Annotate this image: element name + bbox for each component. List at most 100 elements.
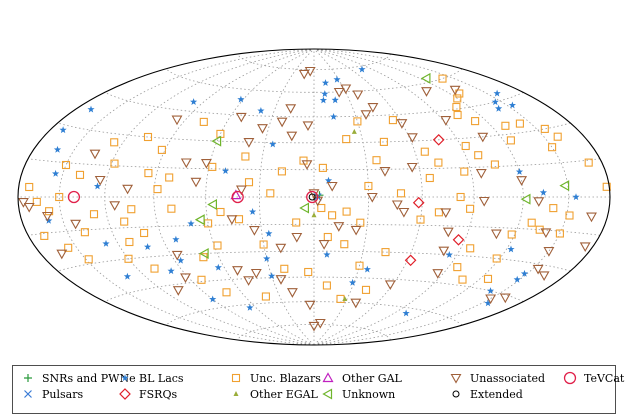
parallel-line bbox=[28, 223, 600, 236]
gal-marker bbox=[230, 189, 242, 200]
unas-marker bbox=[366, 192, 378, 203]
bcu-marker bbox=[165, 173, 174, 182]
unas-marker bbox=[41, 211, 53, 222]
bcu-marker bbox=[336, 294, 345, 303]
parallel-line bbox=[237, 324, 391, 341]
bcu-marker bbox=[506, 136, 515, 145]
bcu-marker bbox=[425, 173, 434, 183]
tev-marker bbox=[67, 190, 81, 204]
bcu-marker bbox=[61, 160, 71, 170]
unas-marker bbox=[352, 90, 364, 101]
legend-label-tev: TeVCat bbox=[584, 372, 625, 385]
unas-marker bbox=[180, 273, 191, 284]
unas-marker bbox=[243, 138, 255, 148]
bll-marker bbox=[495, 104, 503, 112]
unas-marker bbox=[384, 280, 396, 291]
unas-marker bbox=[200, 159, 212, 169]
egal-marker bbox=[351, 128, 357, 134]
fsrq-marker bbox=[452, 233, 465, 246]
bcu-marker bbox=[461, 141, 470, 151]
unas-marker bbox=[286, 131, 298, 142]
bll-marker bbox=[249, 208, 257, 215]
unas-marker bbox=[440, 208, 452, 219]
bcu-marker bbox=[501, 121, 510, 130]
bll-marker bbox=[93, 182, 102, 190]
bcu-marker bbox=[25, 182, 34, 192]
bcu-marker bbox=[45, 207, 54, 216]
bcu-marker bbox=[167, 204, 176, 213]
bcu-marker bbox=[110, 159, 119, 168]
unas-marker bbox=[89, 149, 101, 160]
bll-marker bbox=[484, 299, 492, 307]
bll-marker bbox=[246, 303, 254, 311]
bll-marker bbox=[363, 265, 371, 273]
unk-marker bbox=[194, 214, 205, 226]
bll-marker bbox=[177, 256, 185, 264]
unk-marker bbox=[559, 180, 570, 192]
bcu-marker bbox=[540, 124, 549, 133]
unas-marker bbox=[421, 87, 432, 97]
bll-marker bbox=[87, 105, 95, 113]
bcu-marker bbox=[213, 241, 222, 250]
unas-marker bbox=[275, 243, 287, 254]
unas-marker bbox=[301, 160, 313, 170]
bcu-marker bbox=[527, 218, 536, 227]
unas-marker bbox=[396, 119, 408, 129]
bcu-marker bbox=[234, 215, 244, 224]
bcu-marker bbox=[153, 185, 162, 194]
unas-marker bbox=[406, 162, 418, 173]
bll-marker bbox=[269, 140, 277, 148]
bll-marker bbox=[53, 145, 62, 153]
bll-marker bbox=[144, 243, 152, 250]
unas-marker bbox=[438, 246, 450, 257]
bcu-marker bbox=[89, 210, 99, 219]
bcu-marker bbox=[474, 151, 483, 160]
parallel-line bbox=[104, 91, 524, 118]
bcu-marker bbox=[204, 219, 213, 228]
bcu-marker bbox=[584, 158, 593, 167]
legend-marker-psr bbox=[24, 390, 32, 398]
legend-label-snr: SNRs and PWNe bbox=[42, 372, 136, 385]
unas-marker bbox=[442, 227, 454, 238]
legend-label-unas: Unassociated bbox=[470, 372, 545, 385]
bcu-marker bbox=[492, 254, 501, 263]
bcu-marker bbox=[292, 218, 301, 227]
bcu-marker bbox=[280, 264, 289, 273]
bcu-marker bbox=[379, 137, 388, 146]
bcu-marker bbox=[535, 225, 544, 234]
bcu-marker bbox=[277, 167, 286, 176]
tev-marker bbox=[231, 190, 244, 204]
bll-marker bbox=[52, 169, 60, 177]
bcu-marker bbox=[602, 182, 611, 191]
unas-marker bbox=[172, 286, 184, 296]
bll-marker bbox=[507, 245, 515, 253]
unas-marker bbox=[94, 175, 106, 186]
bll-marker bbox=[221, 167, 230, 174]
unas-marker bbox=[350, 298, 362, 309]
bcu-marker bbox=[460, 167, 469, 176]
bll-marker bbox=[167, 267, 175, 275]
bll-marker bbox=[102, 239, 110, 247]
unas-marker bbox=[333, 222, 345, 232]
bcu-marker bbox=[143, 132, 153, 142]
bll-marker bbox=[214, 263, 222, 271]
unk-marker bbox=[520, 193, 531, 205]
bll-marker bbox=[268, 272, 276, 280]
bcu-marker bbox=[434, 158, 443, 167]
bll-marker bbox=[323, 250, 331, 258]
bcu-marker bbox=[355, 261, 364, 270]
bll-marker bbox=[257, 107, 265, 114]
unas-marker bbox=[17, 198, 29, 208]
unas-marker bbox=[533, 197, 545, 207]
legend-label-gal: Other GAL bbox=[342, 372, 403, 385]
unas-marker bbox=[109, 201, 121, 211]
bcu-marker bbox=[490, 160, 499, 169]
bcu-marker bbox=[318, 163, 327, 172]
bll-marker bbox=[402, 309, 410, 317]
unas-marker bbox=[190, 177, 202, 188]
bcu-marker bbox=[434, 208, 443, 217]
bcu-marker bbox=[420, 147, 429, 156]
bcu-marker bbox=[342, 207, 351, 216]
unas-marker bbox=[333, 87, 345, 98]
unas-marker bbox=[226, 215, 238, 225]
